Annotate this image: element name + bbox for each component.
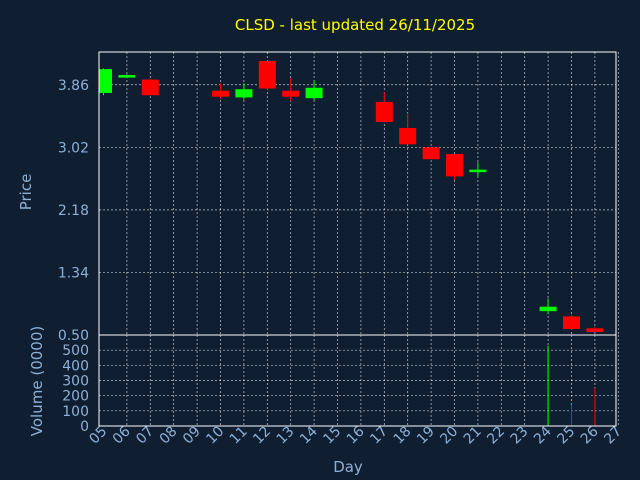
x-tick-label: 21 xyxy=(461,424,485,448)
price-tick-label: 0.50 xyxy=(58,328,89,344)
x-tick-label: 12 xyxy=(250,424,274,448)
candle-body xyxy=(282,90,300,97)
candle-body xyxy=(446,154,463,177)
price-tick-label: 2.18 xyxy=(58,203,89,219)
chart-title: CLSD - last updated 26/11/2025 xyxy=(235,16,475,34)
candle-body xyxy=(563,316,580,330)
price-panel-frame xyxy=(98,51,617,336)
candle-body xyxy=(118,75,136,78)
x-tick-label: 06 xyxy=(110,423,134,447)
x-tick-label: 19 xyxy=(414,424,438,448)
volume-panel-frame xyxy=(98,334,617,427)
x-tick-label: 17 xyxy=(367,424,391,448)
x-tick-label: 14 xyxy=(297,423,321,447)
x-tick-label: 08 xyxy=(157,424,181,448)
x-tick-label: 22 xyxy=(484,424,508,448)
candlesticks xyxy=(99,60,604,333)
volume-bars xyxy=(547,345,596,426)
x-tick-label: 20 xyxy=(437,424,461,448)
tick-labels: 05 06 07 08 09 10 11 12 13 14 15 16 17 18 19 20 21 22 23 24… xyxy=(58,78,625,448)
candle-body xyxy=(99,69,112,93)
x-tick-label: 07 xyxy=(133,424,157,448)
grid-lines xyxy=(99,52,619,426)
volume-tick-label: 200 xyxy=(62,389,89,405)
candle-body xyxy=(469,169,487,173)
candle-body xyxy=(258,60,276,89)
volume-tick-label: 100 xyxy=(62,404,89,420)
x-tick-label: 10 xyxy=(203,424,227,448)
candle-body xyxy=(422,147,440,160)
candle-body xyxy=(539,306,557,312)
x-tick-label: 26 xyxy=(578,423,602,447)
volume-tick-label: 500 xyxy=(62,343,89,359)
x-tick-label: 16 xyxy=(344,423,368,447)
price-tick-label: 3.86 xyxy=(58,78,89,94)
candle-body xyxy=(586,328,604,333)
x-tick-label: 18 xyxy=(391,424,415,448)
x-tick-label: 13 xyxy=(274,424,298,448)
candle-body xyxy=(305,87,323,99)
x-tick-label: 05 xyxy=(86,424,110,448)
volume-tick-label: 400 xyxy=(62,358,89,374)
candle-body xyxy=(375,101,393,123)
price-axis-label: Price xyxy=(17,174,35,211)
x-tick-label: 15 xyxy=(320,424,344,448)
candle-body xyxy=(141,79,159,96)
price-tick-label: 3.02 xyxy=(58,140,89,156)
x-tick-label: 27 xyxy=(601,424,625,448)
x-tick-label: 09 xyxy=(180,424,204,448)
volume-axis-label: Volume (0000) xyxy=(28,326,46,436)
candle-body xyxy=(235,89,253,98)
x-tick-label: 25 xyxy=(554,424,578,448)
x-axis-label: Day xyxy=(333,458,363,476)
volume-tick-label: 300 xyxy=(62,374,89,390)
x-tick-label: 24 xyxy=(531,423,555,447)
volume-tick-label: 0 xyxy=(80,419,89,435)
price-tick-label: 1.34 xyxy=(58,265,89,281)
candle-body xyxy=(399,127,417,145)
x-tick-label: 23 xyxy=(508,424,532,448)
candle-body xyxy=(212,90,229,97)
x-tick-label: 11 xyxy=(227,424,251,448)
